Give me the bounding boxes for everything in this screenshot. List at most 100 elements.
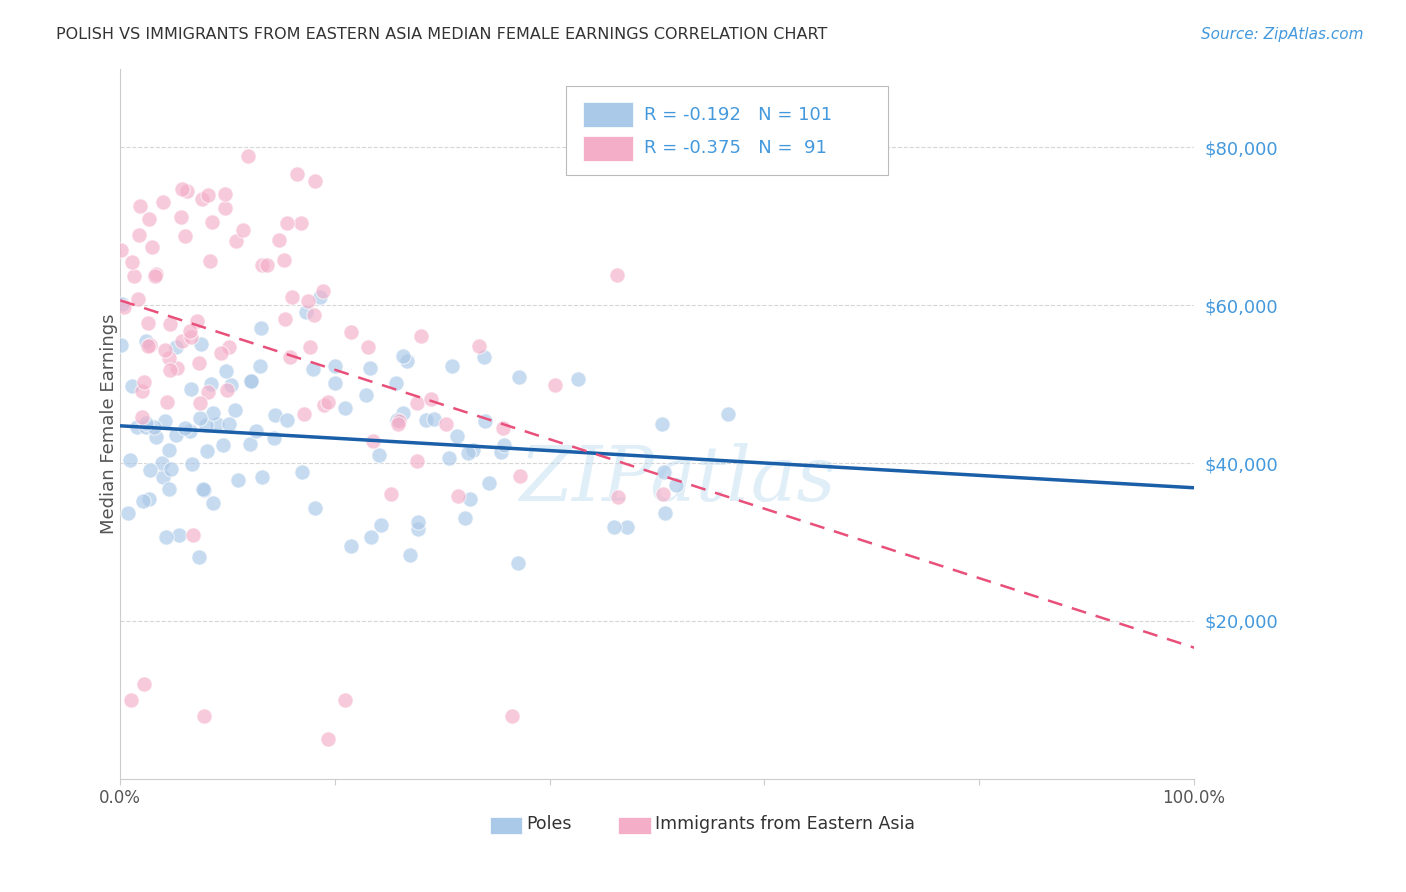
Point <box>132 375 155 389</box>
Point <box>170 182 193 196</box>
Point <box>312 398 335 412</box>
Point <box>112 300 135 314</box>
Text: ZIPatlas: ZIPatlas <box>520 443 837 517</box>
Point <box>225 234 247 248</box>
Point <box>166 361 188 376</box>
Point <box>187 549 209 564</box>
Point <box>179 425 201 439</box>
Point <box>309 290 332 304</box>
Point <box>458 491 481 506</box>
Point <box>217 383 239 397</box>
Point <box>360 530 382 544</box>
Point <box>333 401 356 416</box>
Point <box>463 442 485 457</box>
Point <box>188 411 211 425</box>
Point <box>110 337 132 351</box>
Point <box>616 520 638 534</box>
Point <box>454 511 477 525</box>
Point <box>339 539 361 553</box>
FancyBboxPatch shape <box>619 817 651 834</box>
Point <box>406 396 429 410</box>
Point <box>188 395 211 409</box>
Point <box>367 448 389 462</box>
Point <box>474 350 496 364</box>
Point <box>205 417 228 431</box>
Point <box>135 334 157 349</box>
Point <box>197 385 219 400</box>
Point <box>606 491 628 505</box>
FancyBboxPatch shape <box>583 136 633 161</box>
Point <box>665 478 688 492</box>
Point <box>363 434 385 448</box>
Point <box>295 305 318 319</box>
Point <box>291 465 314 479</box>
Point <box>250 470 273 484</box>
Point <box>226 473 249 487</box>
Point <box>398 548 420 562</box>
FancyBboxPatch shape <box>583 103 633 128</box>
Point <box>387 417 409 432</box>
Point <box>193 708 215 723</box>
Point <box>159 317 181 331</box>
Point <box>392 349 415 363</box>
Point <box>395 354 418 368</box>
Point <box>134 677 156 691</box>
Point <box>138 492 160 507</box>
Point <box>370 517 392 532</box>
Point <box>159 363 181 377</box>
Point <box>194 418 217 433</box>
Point <box>193 482 215 496</box>
Point <box>180 330 202 344</box>
Point <box>180 382 202 396</box>
Point <box>249 359 271 374</box>
Point <box>501 708 523 723</box>
Point <box>325 359 347 373</box>
Point <box>236 149 259 163</box>
Point <box>245 424 267 438</box>
Point <box>139 338 162 352</box>
Point <box>274 312 297 326</box>
Point <box>181 458 204 472</box>
Point <box>508 370 530 384</box>
Point <box>191 193 214 207</box>
Point <box>304 500 326 515</box>
Point <box>273 252 295 267</box>
Point <box>152 194 174 209</box>
Point <box>232 223 254 237</box>
Point <box>135 420 157 434</box>
FancyBboxPatch shape <box>489 817 522 834</box>
Point <box>141 240 163 254</box>
Point <box>190 336 212 351</box>
Point <box>179 324 201 338</box>
Point <box>415 413 437 427</box>
Point <box>124 268 146 283</box>
Point <box>157 351 180 365</box>
Point <box>250 321 273 335</box>
Point <box>250 258 273 272</box>
Point <box>299 340 322 354</box>
Point <box>131 409 153 424</box>
Point <box>304 309 326 323</box>
FancyBboxPatch shape <box>565 87 887 175</box>
Point <box>385 413 408 427</box>
Point <box>219 378 242 392</box>
Point <box>385 376 408 390</box>
Point <box>491 444 513 458</box>
Point <box>153 343 176 357</box>
Point <box>240 374 263 388</box>
Point <box>110 243 132 257</box>
Point <box>434 417 457 431</box>
Point <box>139 463 162 477</box>
Point <box>651 487 673 501</box>
Point <box>304 174 326 188</box>
Point <box>172 334 194 348</box>
Point <box>156 394 179 409</box>
Point <box>318 395 340 409</box>
Point <box>121 255 143 269</box>
Point <box>193 483 215 497</box>
Text: R = -0.375   N =  91: R = -0.375 N = 91 <box>644 139 827 157</box>
Point <box>157 442 180 457</box>
Point <box>717 407 740 421</box>
Point <box>335 693 357 707</box>
Point <box>354 388 377 402</box>
